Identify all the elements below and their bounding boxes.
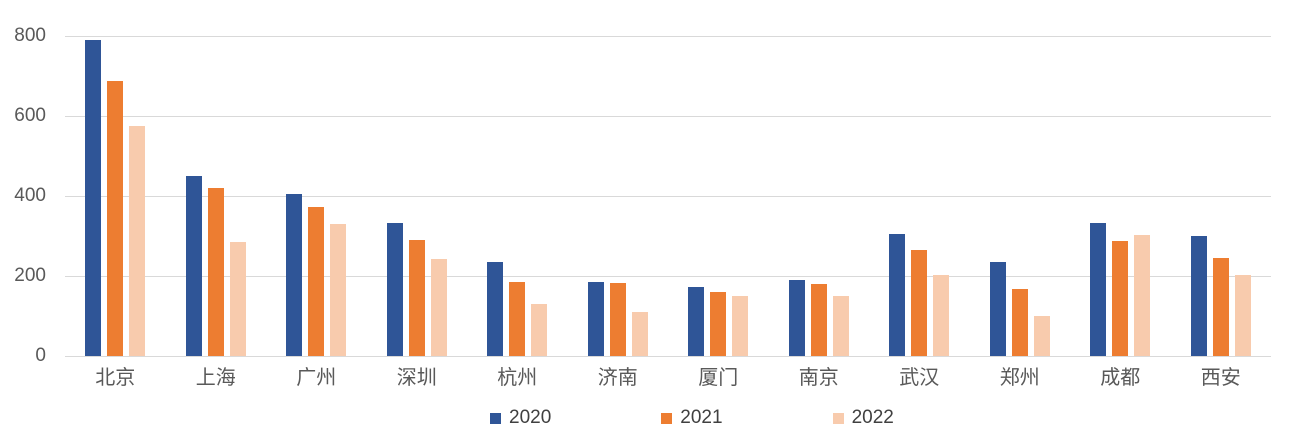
y-tick-label-800: 800 [14,25,46,46]
x-axis-label-厦门: 厦门 [698,367,739,389]
bar-2021-广州 [308,206,325,356]
bar-2022-南京 [832,296,849,356]
legend-swatch-2021 [661,412,673,424]
x-axis-label-武汉: 武汉 [899,367,940,389]
bar-2021-杭州 [509,282,526,356]
bar-2020-济南 [587,282,604,356]
bar-2020-厦门 [688,287,705,356]
bar-2021-成都 [1112,241,1129,356]
x-axis-label-杭州: 杭州 [497,367,538,389]
bar-group-杭州 [467,36,568,356]
legend-item-2020: 2020 [490,407,551,429]
bar-group-郑州 [970,36,1071,356]
y-tick-label-600: 600 [14,105,46,126]
legend-swatch-2022 [832,412,844,424]
x-axis-label-济南: 济南 [597,367,638,389]
bar-2021-西安 [1212,258,1229,356]
legend-item-2022: 2022 [832,407,894,429]
x-axis-label-北京: 北京 [95,367,136,389]
y-tick-label-0: 0 [35,345,46,366]
x-axis-label-南京: 南京 [798,367,839,389]
bar-2022-成都 [1134,235,1151,356]
x-axis-label-深圳: 深圳 [396,367,437,389]
bar-2020-西安 [1190,236,1207,356]
gridline-0 [65,356,1271,357]
bar-2020-北京 [85,40,102,356]
gridline-600 [65,116,1271,117]
bar-2020-杭州 [487,262,504,356]
plot-area [65,36,1271,356]
bar-group-武汉 [869,36,970,356]
gridline-400 [65,196,1271,197]
bar-2022-北京 [129,126,146,356]
bar-2021-厦门 [710,292,727,356]
x-axis-label-上海: 上海 [195,367,236,389]
legend-swatch-2020 [490,412,501,424]
y-tick-label-400: 400 [14,185,46,206]
bar-2021-武汉 [911,250,928,356]
legend-item-2021: 2021 [661,407,723,429]
bar-2021-深圳 [408,240,425,356]
legend-label-2020: 2020 [509,407,552,428]
legend-label-2022: 2022 [851,407,894,428]
x-axis-label-郑州: 郑州 [999,367,1040,389]
bar-group-西安 [1171,36,1272,356]
gridline-200 [65,276,1271,277]
bar-2020-深圳 [386,223,403,356]
bar-2022-郑州 [1033,316,1050,356]
bar-2022-厦门 [732,296,749,356]
bar-2021-北京 [107,80,124,356]
bar-group-厦门 [668,36,769,356]
bar-2022-深圳 [430,259,447,356]
legend-label-2021: 2021 [680,407,723,428]
bar-group-上海 [166,36,267,356]
bar-2020-南京 [788,280,805,356]
bar-2022-上海 [229,242,246,356]
bar-2020-成都 [1090,223,1107,356]
x-axis-label-成都: 成都 [1100,367,1141,389]
x-axis-label-西安: 西安 [1200,367,1241,389]
bar-2020-广州 [286,194,303,356]
x-axis-label-广州: 广州 [296,367,337,389]
legend: 2020 2021 2022 [490,407,894,429]
y-axis: 0 200 400 600 800 [0,25,46,366]
bar-2021-济南 [609,283,626,356]
bar-2021-上海 [207,188,224,356]
y-tick-label-200: 200 [14,265,46,286]
bar-2021-郑州 [1011,288,1028,356]
bar-2021-南京 [810,284,827,356]
x-axis: 北京 上海 广州 深圳 杭州 济南 厦门 南京 武汉 郑州 成都 西安 [65,366,1271,390]
bar-2022-广州 [330,224,347,356]
bar-2020-武汉 [889,234,906,356]
bar-group-广州 [266,36,367,356]
bar-2022-杭州 [531,304,548,356]
gridline-800 [65,36,1271,37]
bar-group-南京 [769,36,870,356]
bar-2020-上海 [185,176,202,356]
bar-group-济南 [568,36,669,356]
bar-group-深圳 [367,36,468,356]
bar-2020-郑州 [989,262,1006,356]
bar-group-成都 [1070,36,1171,356]
bar-group-北京 [65,36,166,356]
bar-2022-西安 [1234,275,1251,356]
bar-2022-武汉 [933,275,950,356]
bar-2022-济南 [631,312,648,356]
gridlines [65,36,1271,357]
